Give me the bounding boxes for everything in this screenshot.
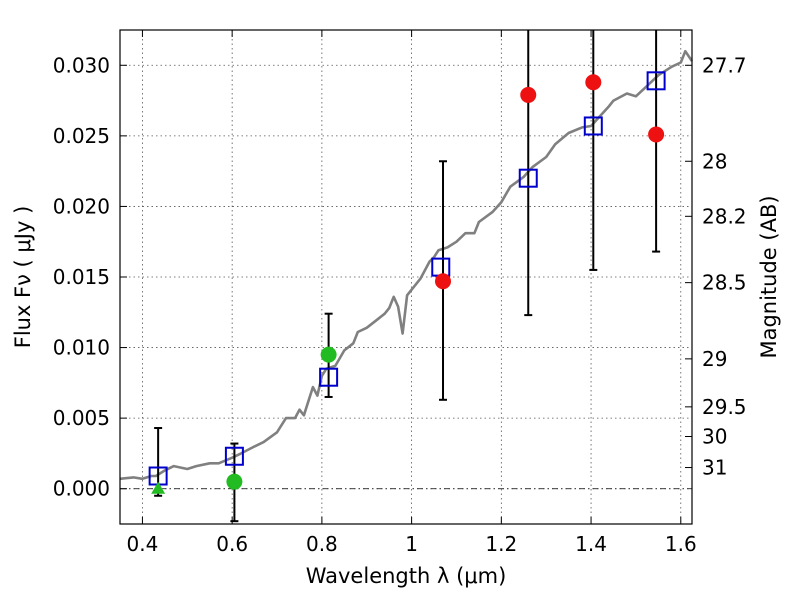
y-tick-label: 0.020 (53, 194, 110, 218)
y2-tick-label: 28.2 (702, 204, 747, 228)
y2-tick-label: 29 (702, 347, 727, 371)
non-detection-point (151, 481, 166, 494)
y-tick-label: 0.030 (53, 53, 110, 77)
y2-tick-label: 28.5 (702, 271, 747, 295)
observed-red-point (648, 126, 665, 143)
y2-tick-label: 30 (702, 424, 727, 448)
y-axis-title: Flux Fν ( μJy ) (11, 206, 35, 349)
x-tick-label: 0.4 (127, 532, 159, 556)
y2-axis-title: Magnitude (AB) (757, 195, 781, 358)
y2-tick-label: 28 (702, 149, 727, 173)
observed-red-point (520, 86, 537, 103)
ticks: 0.4 0.6 0.8 1 1.2 1.4 1.6 0.000 0.005 0.010 0.015 0… (53, 30, 747, 556)
model-point (319, 367, 339, 387)
x-tick-label: 1 (405, 532, 418, 556)
observed-red-point (435, 273, 452, 290)
y2-tick-label: 27.7 (702, 53, 747, 77)
y2-tick-label: 29.5 (702, 395, 747, 419)
y-tick-label: 0.005 (53, 406, 110, 430)
x-axis-title: Wavelength λ (μm) (306, 564, 507, 588)
x-tick-label: 1.6 (665, 532, 697, 556)
x-tick-label: 0.6 (216, 532, 248, 556)
y-tick-label: 0.015 (53, 265, 110, 289)
observed-green-point (226, 473, 243, 490)
y-tick-label: 0.010 (53, 336, 110, 360)
y-tick-label: 0.000 (53, 477, 110, 501)
model-point (518, 168, 538, 188)
model-point (224, 446, 244, 466)
x-tick-label: 1.4 (575, 532, 607, 556)
y-tick-label: 0.025 (53, 124, 110, 148)
y2-tick-label: 31 (702, 456, 727, 480)
observed-red-point (585, 74, 602, 91)
markers (148, 71, 666, 494)
model-point (646, 71, 666, 91)
x-tick-label: 1.2 (485, 532, 517, 556)
x-tick-label: 0.8 (306, 532, 338, 556)
model-point (583, 116, 603, 136)
observed-green-point (320, 346, 337, 363)
